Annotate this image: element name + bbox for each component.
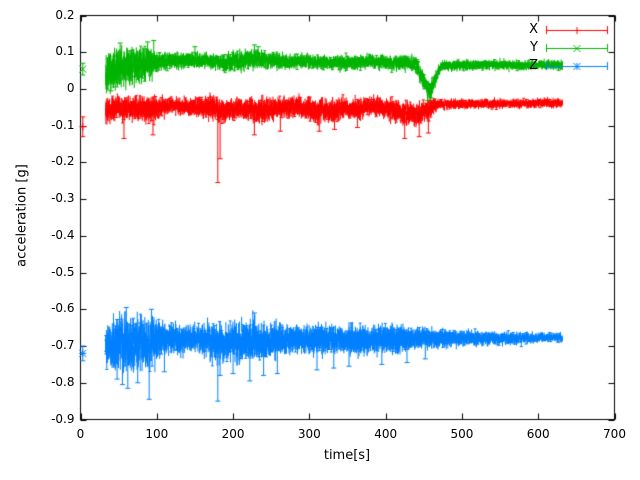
legend-label-z: Z xyxy=(529,58,538,73)
legend-label-x: X xyxy=(529,22,538,37)
x-axis-label: time[s] xyxy=(323,448,371,463)
y-axis-label: acceleration [g] xyxy=(14,164,30,267)
legend-label-y: Y xyxy=(530,40,538,55)
